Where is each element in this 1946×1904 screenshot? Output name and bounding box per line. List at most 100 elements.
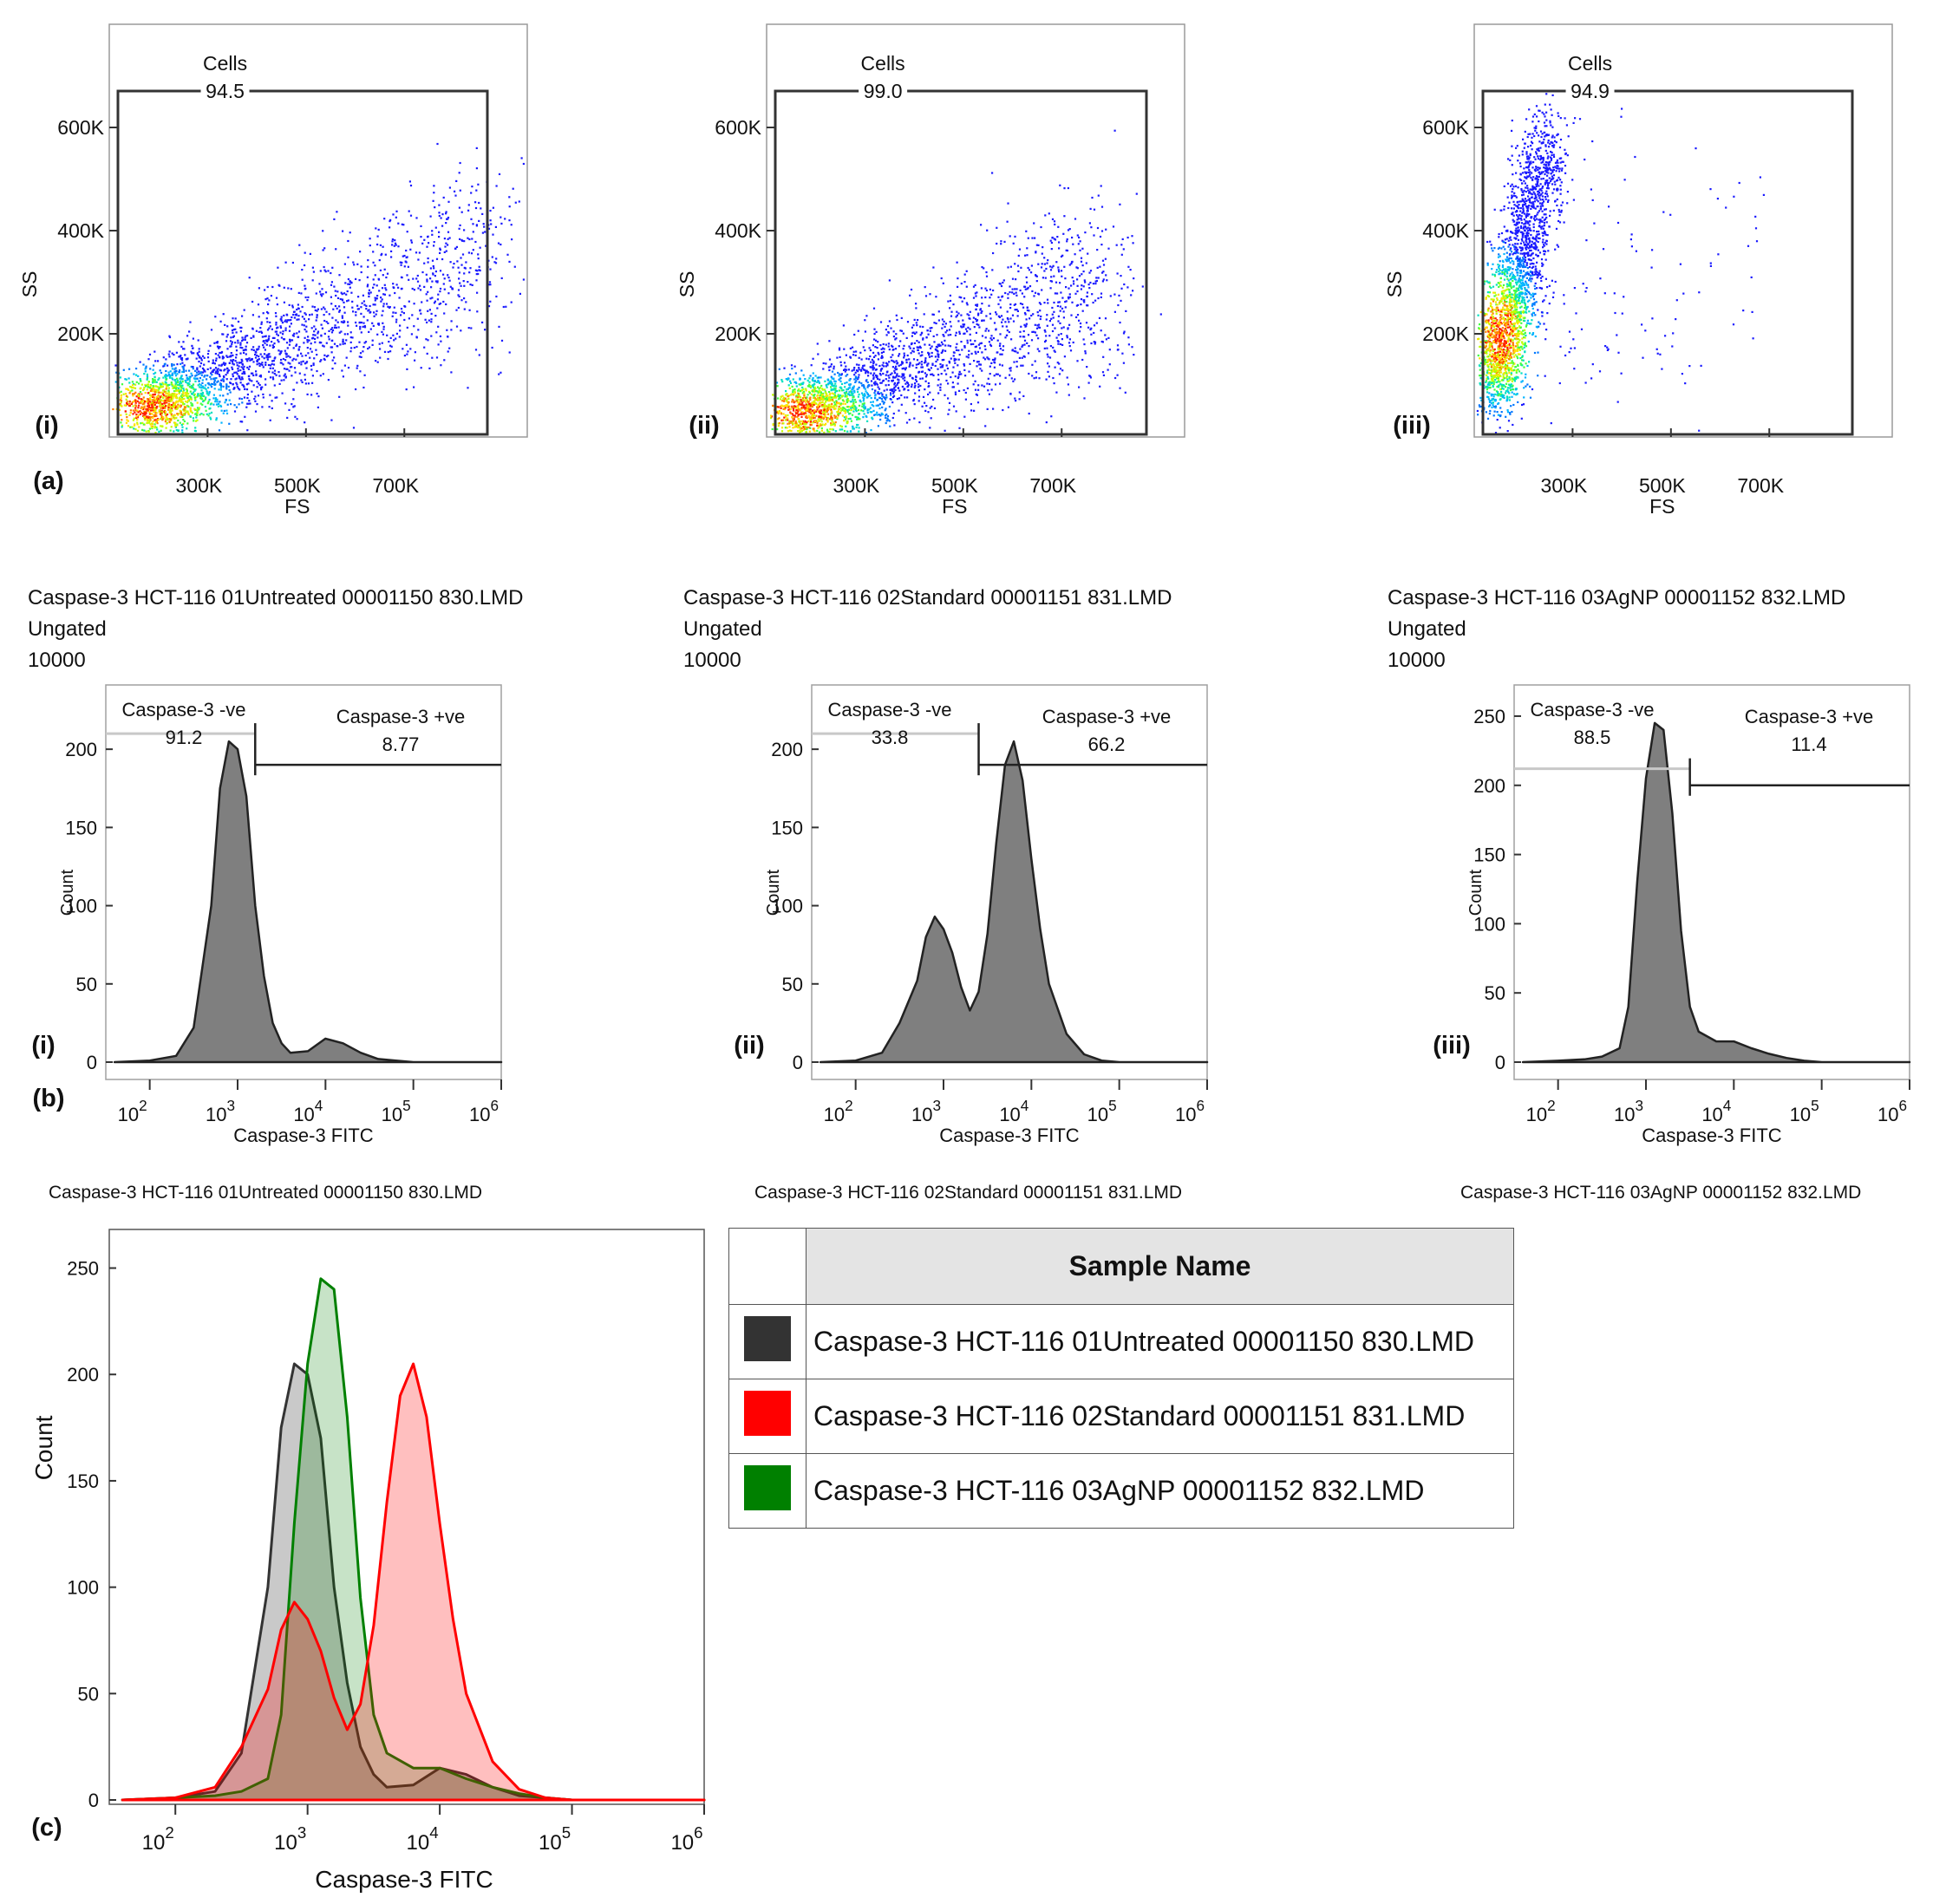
scatter-point	[891, 372, 893, 375]
scatter-point	[916, 340, 918, 342]
scatter-point	[835, 405, 838, 408]
scatter-point	[799, 403, 801, 406]
scatter-point	[410, 241, 413, 244]
scatter-point	[1035, 327, 1039, 329]
scatter-point	[420, 312, 422, 315]
scatter-point	[259, 327, 262, 329]
scatter-point	[484, 329, 486, 331]
scatter-point	[823, 388, 826, 391]
scatter-point	[352, 427, 356, 429]
scatter-point	[445, 212, 447, 215]
scatter-point	[187, 413, 190, 416]
scatter-point	[1010, 338, 1013, 341]
scatter-point	[827, 406, 830, 408]
scatter-point	[436, 142, 439, 146]
scatter-point	[911, 376, 914, 379]
scatter-point	[152, 421, 154, 423]
scatter-point	[321, 288, 323, 290]
scatter-point	[266, 354, 269, 356]
scatter-point	[1052, 316, 1055, 319]
scatter-point	[461, 253, 465, 256]
scatter-point	[858, 386, 860, 389]
scatter-point	[167, 396, 169, 399]
scatter-point	[980, 224, 983, 226]
scatter-point	[826, 410, 828, 413]
scatter-point	[160, 414, 163, 417]
scatter-point	[872, 351, 875, 354]
scatter-point	[226, 368, 229, 370]
scatter-point	[239, 330, 242, 333]
scatter-point	[293, 332, 296, 335]
scatter-point	[863, 386, 865, 388]
scatter-point	[1046, 353, 1048, 355]
scatter-point	[338, 274, 341, 277]
scatter-point	[976, 365, 978, 368]
scatter-point	[208, 412, 211, 415]
scatter-point	[1011, 288, 1014, 290]
scatter-point	[848, 408, 851, 411]
scatter-point	[810, 415, 813, 418]
scatter-point	[830, 413, 833, 415]
scatter-point	[199, 394, 202, 397]
scatter-point	[800, 396, 802, 399]
scatter-point	[387, 357, 389, 361]
scatter-point	[930, 417, 932, 420]
scatter-point	[186, 422, 189, 425]
scatter-point	[440, 217, 442, 219]
scatter-point	[845, 375, 847, 377]
scatter-point	[311, 375, 314, 377]
scatter-point	[1026, 254, 1029, 257]
scatter-point	[922, 337, 924, 340]
scatter-point	[261, 336, 264, 338]
scatter-point	[448, 186, 451, 189]
scatter-point	[999, 348, 1002, 350]
scatter-point	[269, 394, 271, 396]
scatter-point	[824, 413, 827, 416]
scatter-point	[489, 300, 492, 303]
scatter-point	[1001, 353, 1003, 355]
y-tick-label: 400K	[57, 219, 104, 242]
scatter-point	[362, 350, 364, 353]
scatter-point	[402, 224, 405, 226]
scatter-point	[174, 396, 177, 399]
scatter-point	[800, 382, 803, 385]
scatter-point	[863, 404, 865, 407]
scatter-point	[947, 397, 950, 400]
scatter-point	[885, 371, 888, 374]
scatter-point	[186, 379, 189, 381]
scatter-point	[924, 357, 927, 360]
scatter-point	[246, 360, 249, 362]
scatter-point	[207, 394, 210, 396]
scatter-point	[886, 325, 890, 328]
scatter-point	[866, 420, 869, 422]
scatter-point	[235, 356, 238, 359]
scatter-point	[1075, 304, 1078, 307]
scatter-point	[467, 387, 469, 389]
scatter-point	[115, 371, 118, 374]
scatter-point	[966, 303, 969, 306]
scatter-point	[201, 398, 204, 401]
scatter-point	[330, 328, 332, 330]
scatter-point	[846, 388, 848, 391]
scatter-point	[149, 385, 152, 388]
scatter-point	[185, 358, 187, 361]
scatter-point	[122, 393, 125, 395]
scatter-point	[1076, 284, 1079, 287]
scatter-point	[992, 289, 995, 292]
scatter-point	[248, 357, 251, 360]
scatter-point	[489, 268, 492, 271]
scatter-point	[304, 313, 307, 316]
scatter-point	[201, 355, 205, 357]
scatter-point	[322, 293, 324, 296]
scatter-point	[1015, 365, 1018, 368]
scatter-point	[162, 396, 165, 400]
scatter-point	[153, 423, 156, 426]
scatter-point	[179, 391, 181, 394]
scatter-point	[173, 393, 175, 395]
scatter-point	[177, 429, 180, 432]
scatter-point	[875, 382, 878, 385]
scatter-point	[273, 372, 276, 375]
scatter-point	[831, 402, 833, 405]
scatter-point	[120, 414, 122, 416]
scatter-point	[903, 367, 905, 369]
